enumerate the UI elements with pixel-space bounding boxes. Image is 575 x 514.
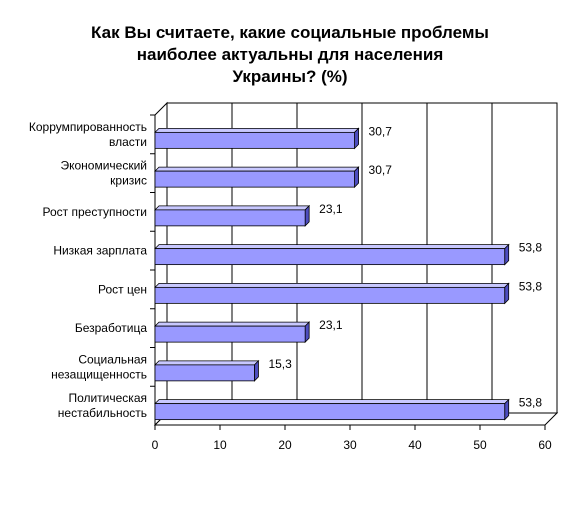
bar-top-1 [154, 166, 360, 172]
category-label-7-1: нестабильность [58, 406, 147, 420]
bar-side-5 [304, 321, 310, 344]
bar-side-3 [504, 243, 510, 266]
bar-side-4 [504, 282, 510, 305]
bar-top-6 [154, 360, 260, 366]
bar-top-5 [154, 321, 311, 327]
bar-side-2 [304, 204, 310, 227]
x-tick-label-0: 0 [152, 438, 159, 452]
bar-0 [154, 131, 355, 149]
bar-1 [154, 170, 355, 188]
value-label-5: 23,1 [319, 318, 343, 332]
category-label-0-0: Коррумпированность [29, 120, 147, 134]
bar-6 [154, 364, 255, 382]
bar-7 [154, 403, 506, 421]
category-label-3-0: Низкая зарплата [53, 244, 147, 258]
bar-side-7 [504, 398, 510, 421]
bar-3 [154, 248, 506, 266]
bar-side-6 [254, 359, 259, 382]
x-tick-label-30: 30 [343, 438, 357, 452]
chart-title-line-1: Как Вы считаете, какие социальные пробле… [91, 23, 489, 42]
x-tick-label-60: 60 [538, 438, 552, 452]
category-label-1-1: кризис [110, 174, 147, 188]
category-label-1-0: Экономический [60, 159, 147, 173]
bar-side-0 [354, 127, 359, 150]
category-label-6-1: незащищенность [51, 367, 147, 381]
chart-title: Как Вы считаете, какие социальные пробле… [40, 22, 540, 88]
category-label-2-0: Рост преступности [43, 205, 147, 219]
value-label-0: 30,7 [369, 124, 393, 138]
value-label-4: 53,8 [519, 279, 543, 293]
bar-top-7 [154, 399, 510, 405]
bar-top-0 [154, 127, 360, 133]
value-label-1: 30,7 [369, 163, 393, 177]
x-tick-label-10: 10 [213, 438, 227, 452]
chart-title-line-2: наиболее актуальны для населения [136, 45, 444, 64]
bar-side-1 [354, 166, 359, 189]
value-label-7: 53,8 [519, 396, 543, 410]
category-label-0-1: власти [109, 135, 147, 149]
x-tick-label-40: 40 [408, 438, 422, 452]
value-label-3: 53,8 [519, 241, 543, 255]
bar-4 [154, 286, 506, 304]
bar-top-4 [154, 282, 510, 288]
category-label-7-0: Политическая [68, 391, 147, 405]
x-tick-label-20: 20 [278, 438, 292, 452]
chart-title-line-3: Украины? (%) [232, 67, 348, 86]
value-label-2: 23,1 [319, 202, 343, 216]
bar-5 [154, 325, 306, 343]
category-label-6-0: Социальная [78, 352, 147, 366]
x-tick-label-50: 50 [473, 438, 487, 452]
category-label-5-0: Безработица [75, 321, 147, 335]
value-label-6: 15,3 [268, 357, 292, 371]
bar-top-2 [154, 205, 311, 211]
bar-top-3 [154, 244, 510, 250]
category-label-4-0: Рост цен [98, 282, 147, 296]
bar-2 [154, 209, 306, 227]
